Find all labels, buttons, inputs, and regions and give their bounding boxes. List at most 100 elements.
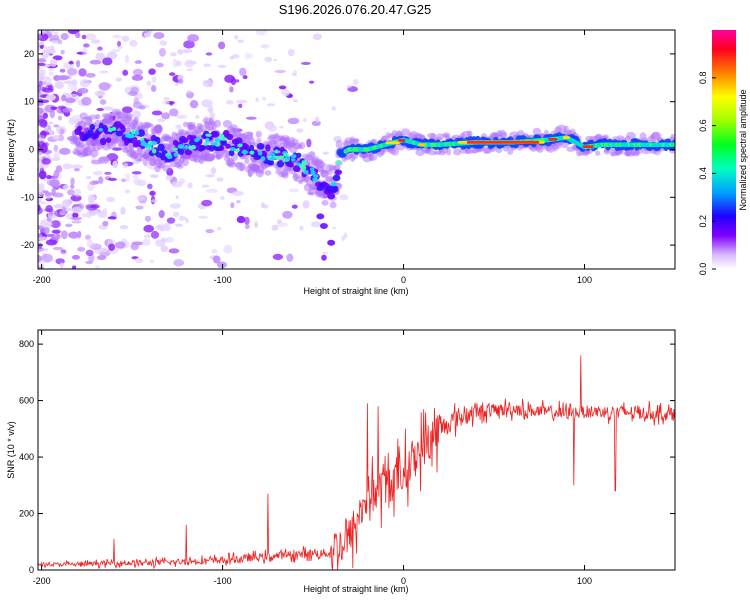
spectrogram-hot-spot [177, 144, 185, 149]
spectrogram-halo [626, 131, 636, 140]
spectrogram-noise-blob [87, 183, 95, 192]
spectrogram-hot-spot [151, 148, 157, 154]
snr-y-tick-label: 0 [29, 565, 34, 575]
spectrogram-noise-blob [94, 265, 100, 269]
spectrogram-noise-blob [38, 203, 41, 212]
spectrogram-noise-blob [38, 200, 41, 206]
spectrogram-noise-blob [56, 75, 69, 81]
spectrogram-noise-blob [122, 162, 129, 169]
spectrogram-noise-blob [65, 223, 73, 228]
spectrogram-noise-blob [164, 223, 171, 232]
spectrogram-hot-spot [312, 177, 319, 182]
spectrogram-noise-blob [157, 118, 166, 123]
spectrogram-noise-blob [39, 119, 48, 128]
spectrogram-hot-spot [301, 160, 308, 165]
spectrogram-noise-blob [38, 236, 50, 241]
spectrogram-hot-spot [194, 138, 200, 143]
spectrogram-noise-blob [90, 159, 103, 165]
spectrogram-noise-blob [147, 183, 153, 190]
spectrogram-noise-blob [95, 52, 106, 61]
spectrogram-noise-blob [49, 34, 60, 41]
spectrogram-noise-blob [71, 206, 83, 214]
spectrogram-halo [95, 113, 101, 120]
spectrogram-halo [390, 146, 400, 156]
spectrogram-noise-blob [50, 220, 61, 229]
spectrogram-noise-blob [201, 199, 213, 207]
spectrogram-core [105, 137, 112, 143]
spectrogram-noise-blob [273, 58, 278, 62]
spectrogram-noise-blob [98, 176, 104, 185]
spectrogram-noise-blob [148, 30, 153, 34]
spectrogram-hot-spot [214, 137, 221, 143]
spectrogram-noise-blob [149, 259, 155, 264]
spectrogram-noise-blob [208, 105, 214, 114]
spectrogram-noise-blob [53, 210, 58, 216]
spectrogram-noise-blob [77, 87, 89, 94]
spectrogram-halo [248, 163, 255, 170]
spectrogram-noise-blob [217, 64, 227, 68]
snr-x-tick-label: 0 [401, 576, 406, 586]
snr-x-label: Height of straight line (km) [303, 584, 408, 594]
spectrogram-noise-blob [38, 187, 45, 195]
spectrogram-noise-blob [81, 34, 87, 40]
spectrogram-noise-blob [90, 204, 100, 209]
spectrogram-noise-blob [128, 91, 138, 96]
spectrogram-halo [368, 152, 374, 162]
spectrogram-noise-blob [39, 167, 45, 174]
spectrogram-noise-blob [158, 210, 165, 219]
spectrogram-halo [446, 148, 452, 156]
spectrogram-noise-blob [236, 215, 246, 224]
spectrogram-hot-spot [150, 140, 158, 146]
snr-panel: -200 -100 0 100 0 200 400 600 800 Height of stra… [6, 329, 676, 594]
spectrogram-noise-blob [309, 80, 315, 84]
spectrogram-hot-spot [335, 160, 342, 165]
spectrogram-halo [264, 170, 272, 176]
spectrogram-noise-blob [99, 156, 110, 162]
spectrogram-noise-blob [201, 99, 213, 108]
spectrogram-noise-blob [50, 106, 58, 111]
spectrogram-hot-spot [249, 150, 255, 155]
snr-y-tick-label: 400 [19, 452, 34, 462]
spectrogram-noise-blob [48, 71, 54, 77]
spectrogram-heatmap [38, 30, 675, 269]
spectrogram-noise-blob [38, 99, 50, 104]
spectrogram-noise-blob [106, 51, 118, 60]
spectrogram-halo [401, 128, 411, 136]
spectrogram-hot-spot [143, 142, 149, 148]
spectrogram-y-tick-label: -10 [21, 192, 34, 202]
spectrogram-noise-blob [206, 188, 218, 193]
spectrogram-noise-blob [40, 219, 48, 228]
spectrogram-noise-blob [229, 86, 234, 93]
spectrogram-noise-blob [161, 112, 171, 120]
spectrogram-noise-blob [57, 39, 63, 45]
spectrogram-halo [298, 141, 306, 150]
spectrogram-core [180, 137, 189, 144]
spectrogram-noise-blob [73, 188, 82, 197]
colorbar-tick-label: 0.8 [698, 72, 708, 85]
spectrogram-noise-blob [112, 147, 122, 151]
spectrogram-noise-blob [303, 118, 307, 123]
spectrogram-noise-blob [138, 105, 146, 110]
snr-y-label: SNR (10 * v/v) [6, 421, 16, 479]
spectrogram-noise-blob [321, 254, 327, 261]
spectrogram-noise-blob [276, 219, 283, 224]
spectrogram-noise-blob [203, 63, 211, 68]
spectrogram-noise-blob [53, 203, 64, 209]
spectrogram-noise-blob [71, 254, 80, 260]
spectrogram-noise-blob [88, 253, 95, 263]
spectrogram-noise-blob [63, 80, 75, 85]
spectrogram-noise-blob [282, 210, 293, 219]
spectrogram-noise-blob [97, 46, 103, 51]
spectrogram-hot-spot [184, 145, 189, 150]
spectrogram-noise-blob [38, 58, 47, 63]
spectrogram-noise-blob [79, 78, 90, 88]
spectrogram-noise-blob [53, 169, 60, 179]
spectrogram-noise-blob [51, 187, 56, 197]
spectrogram-noise-blob [310, 221, 322, 228]
spectrogram-noise-blob [71, 220, 82, 224]
spectrogram-noise-blob [226, 100, 234, 105]
spectrogram-noise-blob [132, 174, 139, 179]
spectrogram-halo [308, 151, 316, 159]
spectrogram-halo [213, 119, 222, 128]
spectrogram-noise-blob [271, 224, 279, 231]
